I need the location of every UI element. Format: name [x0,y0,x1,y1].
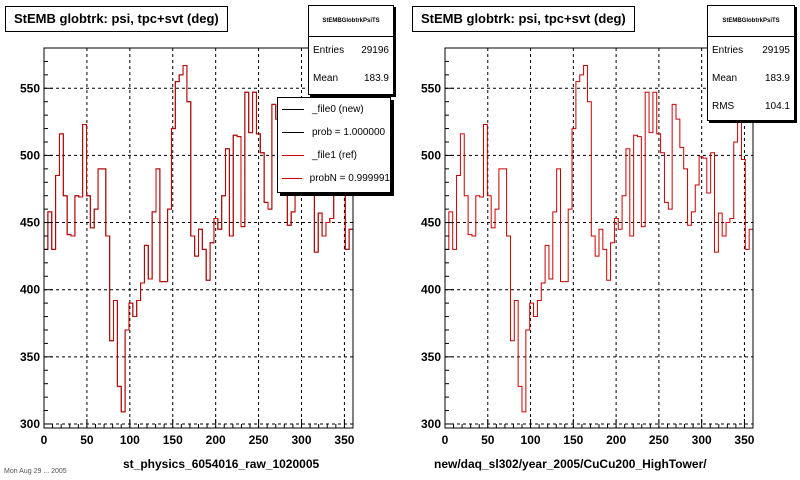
x-tick-label: 150 [163,433,183,447]
entries-value: 29196 [361,45,389,56]
stats-header: StEMBGlobtrkPsiTS [708,6,794,37]
y-tick-label: 550 [421,81,441,95]
legend-label: _file0 (new) [312,104,364,115]
legend-line-swatch [282,155,304,156]
x-tick-label: 300 [291,433,311,447]
x-tick-label: 100 [120,433,140,447]
x-axis-label-1: st_physics_6054016_raw_1020005 [123,457,320,471]
legend-line-swatch [282,109,304,110]
stats-row-entries: Entries 29195 [708,37,794,65]
stats-box-1: StEMBGlobtrkPsiTS Entries 29196 Mean 183… [308,5,394,95]
entries-label: Entries [712,45,744,56]
y-tick-label: 500 [421,148,441,162]
legend-entry: _file0 (new) [278,98,390,121]
stats-box-2: StEMBGlobtrkPsiTS Entries 29195 Mean 183… [707,5,795,121]
entries-label: Entries [313,45,345,56]
legend-line-swatch [282,178,302,179]
legend-line-swatch [282,132,304,133]
legend-entry: prob = 1.000000 [278,121,390,144]
x-tick-label: 350 [734,433,754,447]
legend-label: probN = 0.999991 [309,173,390,184]
footer-timestamp: Mon Aug 29 ... 2005 [4,468,67,475]
histogram-title-2: StEMB globtrk: psi, tpc+svt (deg) [412,6,635,32]
x-tick-label: 350 [334,433,354,447]
stats-row-entries: Entries 29196 [309,37,393,65]
mean-value: 183.9 [363,73,389,84]
y-tick-label: 350 [20,350,40,364]
y-tick-label: 400 [20,283,40,297]
legend-entry: _file1 (ref) [278,144,390,167]
rms-value: 104.1 [764,101,790,112]
legend-label: _file1 (ref) [312,150,358,161]
x-tick-label: 0 [442,433,449,447]
y-tick-label: 400 [421,283,441,297]
x-tick-label: 0 [41,433,48,447]
x-tick-label: 250 [249,433,269,447]
x-tick-label: 100 [521,433,541,447]
entries-value: 29195 [762,45,790,56]
legend-box: _file0 (new) prob = 1.000000 _file1 (ref… [277,97,391,193]
mean-label: Mean [313,73,339,84]
y-tick-label: 450 [421,216,441,230]
x-tick-label: 50 [80,433,94,447]
stats-row-rms: RMS 104.1 [708,93,794,121]
mean-label: Mean [712,73,738,84]
legend-label: prob = 1.000000 [312,127,386,138]
legend-entry: probN = 0.999991 [278,167,390,190]
x-tick-label: 250 [649,433,669,447]
x-tick-label: 200 [606,433,626,447]
x-tick-label: 200 [206,433,226,447]
x-tick-label: 50 [481,433,495,447]
y-tick-label: 450 [20,216,40,230]
histogram-series-ref [445,64,753,413]
y-tick-label: 300 [421,417,441,431]
y-tick-label: 300 [20,417,40,431]
x-tick-label: 150 [563,433,583,447]
y-tick-label: 500 [20,148,40,162]
stats-row-mean: Mean 183.9 [309,65,393,93]
mean-value: 183.9 [764,73,790,84]
x-axis-label-2: new/daq_sl302/year_2005/CuCu200_HighTowe… [434,457,707,471]
x-tick-label: 300 [692,433,712,447]
histogram-title-1: StEMB globtrk: psi, tpc+svt (deg) [5,6,228,32]
y-tick-label: 350 [421,350,441,364]
y-tick-label: 550 [20,81,40,95]
rms-label: RMS [712,101,735,112]
stats-header: StEMBGlobtrkPsiTS [309,6,393,37]
stats-row-mean: Mean 183.9 [708,65,794,93]
